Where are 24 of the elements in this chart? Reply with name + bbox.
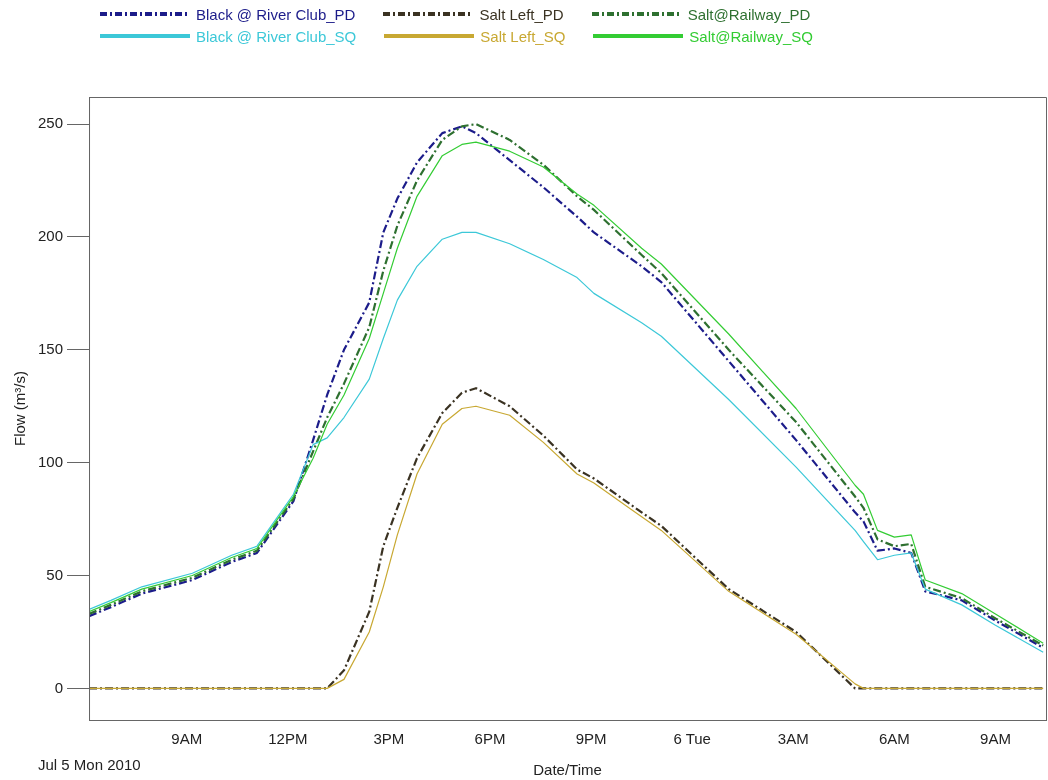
text: Salt Left_SQ bbox=[480, 27, 566, 45]
text: Black @ River Club_PD bbox=[196, 5, 356, 23]
text: Black @ River Club_SQ bbox=[196, 27, 357, 45]
y-tick-label: 200 bbox=[38, 227, 64, 245]
x-tick-label: 3PM bbox=[373, 730, 405, 748]
x-tick-label: 9AM bbox=[171, 730, 203, 748]
y-axis-title: Flow (m³/s) bbox=[11, 371, 29, 446]
x-tick-label: 9AM bbox=[980, 730, 1011, 748]
text: Salt Left_PD bbox=[479, 5, 564, 23]
text: Salt@Railway_PD bbox=[687, 5, 811, 23]
x-tick-label: 9PM bbox=[575, 730, 607, 748]
x-tick-label: 6AM bbox=[878, 730, 910, 748]
text: Salt@Railway_SQ bbox=[689, 27, 813, 45]
x-tick-label: 12PM bbox=[268, 730, 308, 748]
x-tick-label: 6PM bbox=[474, 730, 506, 748]
text: Jul 5 Mon 2010 bbox=[38, 755, 141, 773]
x-axis-title: Date/Time bbox=[533, 761, 602, 779]
y-tick-label: 0 bbox=[54, 678, 64, 696]
x-tick-label: 3AM bbox=[777, 730, 809, 748]
y-tick-label: 100 bbox=[38, 452, 64, 470]
y-tick-label: 250 bbox=[38, 114, 64, 132]
y-tick-label: 50 bbox=[46, 565, 64, 583]
x-tick-label: 6 Tue bbox=[673, 730, 711, 748]
y-tick-label: 150 bbox=[38, 339, 64, 357]
